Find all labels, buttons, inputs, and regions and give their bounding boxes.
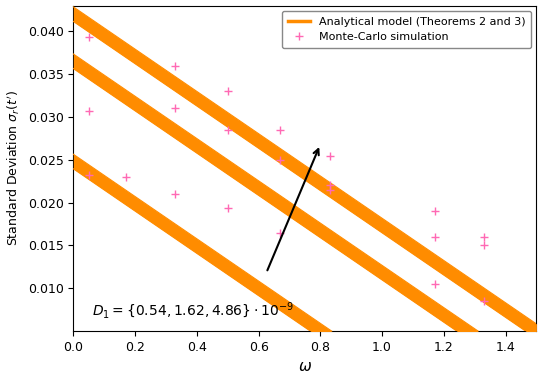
Y-axis label: Standard Deviation $\sigma_r(t^\prime)$: Standard Deviation $\sigma_r(t^\prime)$ (5, 90, 22, 246)
Point (85, 172, 93, 178)
X-axis label: $\omega$: $\omega$ (298, 359, 312, 374)
Point (430, 234, 439, 240)
Point (480, 242, 488, 249)
Point (85, 34, 93, 40)
Point (276, 157, 285, 163)
Point (85, 108, 93, 114)
Point (325, 152, 334, 158)
Point (276, 230, 285, 236)
Point (325, 182, 334, 188)
Point (171, 191, 179, 197)
Point (171, 62, 179, 68)
Point (325, 187, 334, 193)
Point (430, 281, 439, 287)
Point (480, 298, 488, 304)
Point (430, 208, 439, 214)
Point (171, 105, 179, 111)
Legend: Analytical model (Theorems 2 and 3), Monte-Carlo simulation: Analytical model (Theorems 2 and 3), Mon… (282, 11, 531, 48)
Point (121, 174, 130, 180)
Point (223, 127, 232, 133)
Point (276, 127, 285, 133)
Point (480, 234, 488, 240)
Point (223, 88, 232, 94)
Point (223, 205, 232, 211)
Text: $D_1 = \{0.54, 1.62, 4.86\} \cdot 10^{-9}$: $D_1 = \{0.54, 1.62, 4.86\} \cdot 10^{-9… (92, 301, 294, 321)
